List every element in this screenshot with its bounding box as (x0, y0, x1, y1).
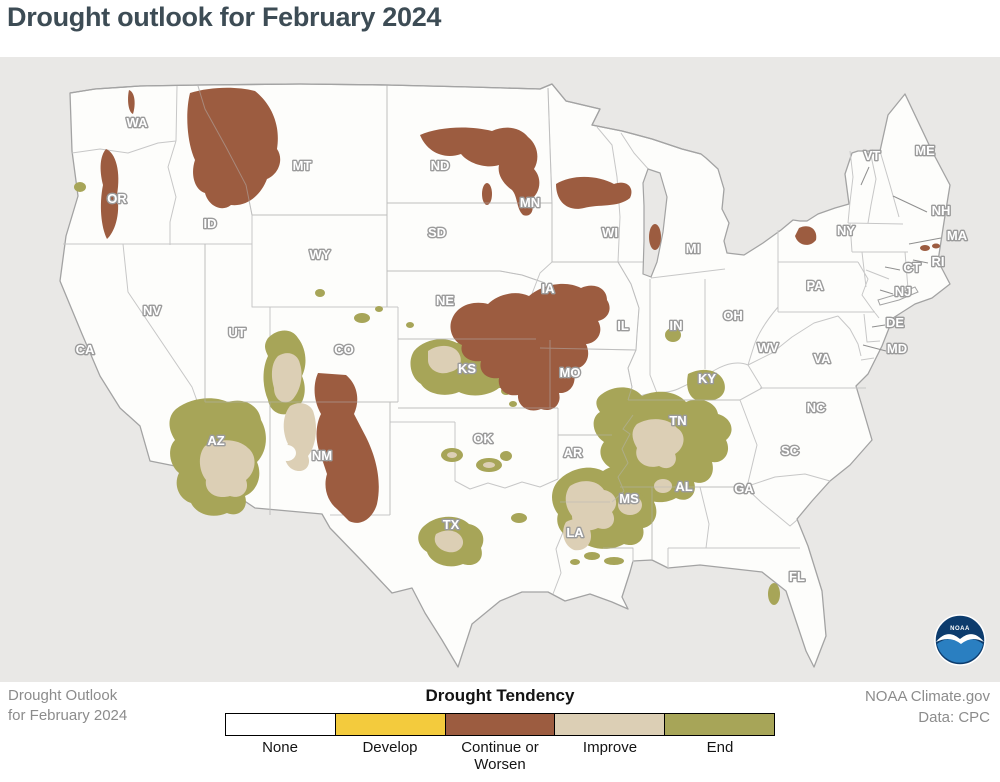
legend-swatch-improve (554, 714, 665, 735)
state-label-ky: KY (698, 371, 716, 386)
state-label-me: ME (915, 143, 935, 158)
legend-title: Drought Tendency (425, 686, 575, 705)
noaa-logo: NOAA (934, 614, 986, 666)
state-label-nv: NV (143, 303, 161, 318)
state-label-al: AL (675, 479, 692, 494)
noaa-logo-text: NOAA (950, 626, 970, 632)
legend-label-improve: Improve (582, 739, 638, 756)
legend-label-end: End (706, 739, 734, 756)
credit-right-line1: NOAA Climate.gov (864, 688, 990, 705)
state-label-pa: PA (806, 278, 824, 293)
state-label-fl: FL (789, 569, 805, 584)
state-label-ar: AR (564, 445, 583, 460)
state-label-il: IL (617, 318, 629, 333)
state-label-mt: MT (293, 158, 312, 173)
page-title: Drought outlook for February 2024 (7, 2, 442, 32)
state-label-nc: NC (807, 400, 826, 415)
leader-lines (860, 166, 942, 352)
legend-label-develop: Develop (362, 739, 418, 756)
legend-bar (225, 713, 775, 736)
footer: Drought Outlook for February 2024 Drough… (0, 682, 1000, 782)
state-label-tx: TX (443, 517, 460, 532)
credit-right-line2: Data: CPC (918, 709, 990, 726)
state-label-wa: WA (127, 115, 149, 130)
legend-label-none: None (262, 739, 298, 756)
state-label-nj: NJ (895, 284, 912, 299)
leader-ct (884, 266, 901, 271)
state-label-or: OR (107, 191, 127, 206)
noaa-logo-ocean (937, 639, 983, 663)
state-label-va: VA (813, 351, 831, 366)
state-label-wy: WY (310, 247, 331, 262)
white-gap (278, 445, 296, 461)
state-label-md: MD (887, 341, 907, 356)
drought-tendency-legend: Drought Tendency None Develop Continue o… (225, 686, 775, 773)
credit-left: Drought Outlook for February 2024 (8, 686, 127, 726)
state-label-nh: NH (932, 203, 951, 218)
state-label-wv: WV (758, 340, 779, 355)
leader-vt (860, 166, 870, 186)
state-label-ks: KS (458, 361, 476, 376)
coastline-overlay (69, 83, 702, 155)
state-label-id: ID (204, 216, 217, 231)
state-label-wi: WI (602, 225, 618, 240)
state-borders-overlay (197, 85, 745, 560)
lake-michigan (642, 168, 668, 278)
noaa-logo-bird-icon (936, 634, 984, 644)
credit-right: NOAA Climate.gov Data: CPC (865, 686, 990, 728)
state-label-mo: MO (560, 365, 581, 380)
leader-ma (908, 237, 942, 245)
state-label-ut: UT (228, 325, 245, 340)
leader-ri (912, 259, 929, 264)
state-label-sd: SD (428, 225, 446, 240)
leader-nj (879, 289, 894, 295)
leader-nh (892, 195, 928, 213)
state-label-sc: SC (781, 443, 800, 458)
state-label-ct: CT (903, 260, 920, 275)
state-label-mn: MN (520, 195, 540, 210)
state-labels: WA OR CA NV ID MT WY UT CO AZ NM ND SD NE KS OK TX MN IA MO… (74, 114, 969, 586)
state-label-oh: OH (723, 308, 743, 323)
credit-left-line1: Drought Outlook (8, 687, 118, 704)
state-label-ga: GA (734, 481, 754, 496)
state-label-tn: TN (669, 413, 686, 428)
legend-swatch-develop (334, 714, 445, 735)
credit-left-line2: for February 2024 (8, 707, 128, 724)
state-label-ms: MS (619, 491, 639, 506)
state-label-ma: MA (947, 228, 968, 243)
leader-de (871, 324, 886, 328)
legend-swatch-none (226, 714, 335, 735)
state-label-la: LA (566, 525, 584, 540)
state-label-mi: MI (686, 241, 700, 256)
state-label-nd: ND (431, 158, 450, 173)
state-label-ri: RI (932, 254, 945, 269)
state-label-ca: CA (76, 342, 95, 357)
us-map-svg: WA OR CA NV ID MT WY UT CO AZ NM ND SD NE KS OK TX MN IA MO… (59, 83, 986, 668)
state-label-az: AZ (207, 433, 224, 448)
state-label-ok: OK (473, 431, 493, 446)
state-label-ia: IA (542, 281, 556, 296)
state-label-de: DE (886, 315, 904, 330)
state-label-nm: NM (312, 448, 332, 463)
state-label-ny: NY (837, 223, 855, 238)
drought-layer-continue-worsen (100, 87, 940, 523)
map-area: WA OR CA NV ID MT WY UT CO AZ NM ND SD NE KS OK TX MN IA MO… (0, 57, 1000, 682)
state-label-in: IN (670, 318, 683, 333)
state-label-vt: VT (864, 148, 881, 163)
legend-labels: None Develop Continue or Worsen Improve … (225, 739, 775, 773)
state-label-ne: NE (436, 293, 454, 308)
legend-swatch-continue-worsen (444, 714, 555, 735)
long-island (877, 286, 919, 306)
state-label-co: CO (334, 342, 354, 357)
leader-md (862, 344, 887, 352)
legend-swatch-end (664, 714, 774, 735)
legend-label-continue-worsen: Continue or Worsen (461, 739, 539, 773)
